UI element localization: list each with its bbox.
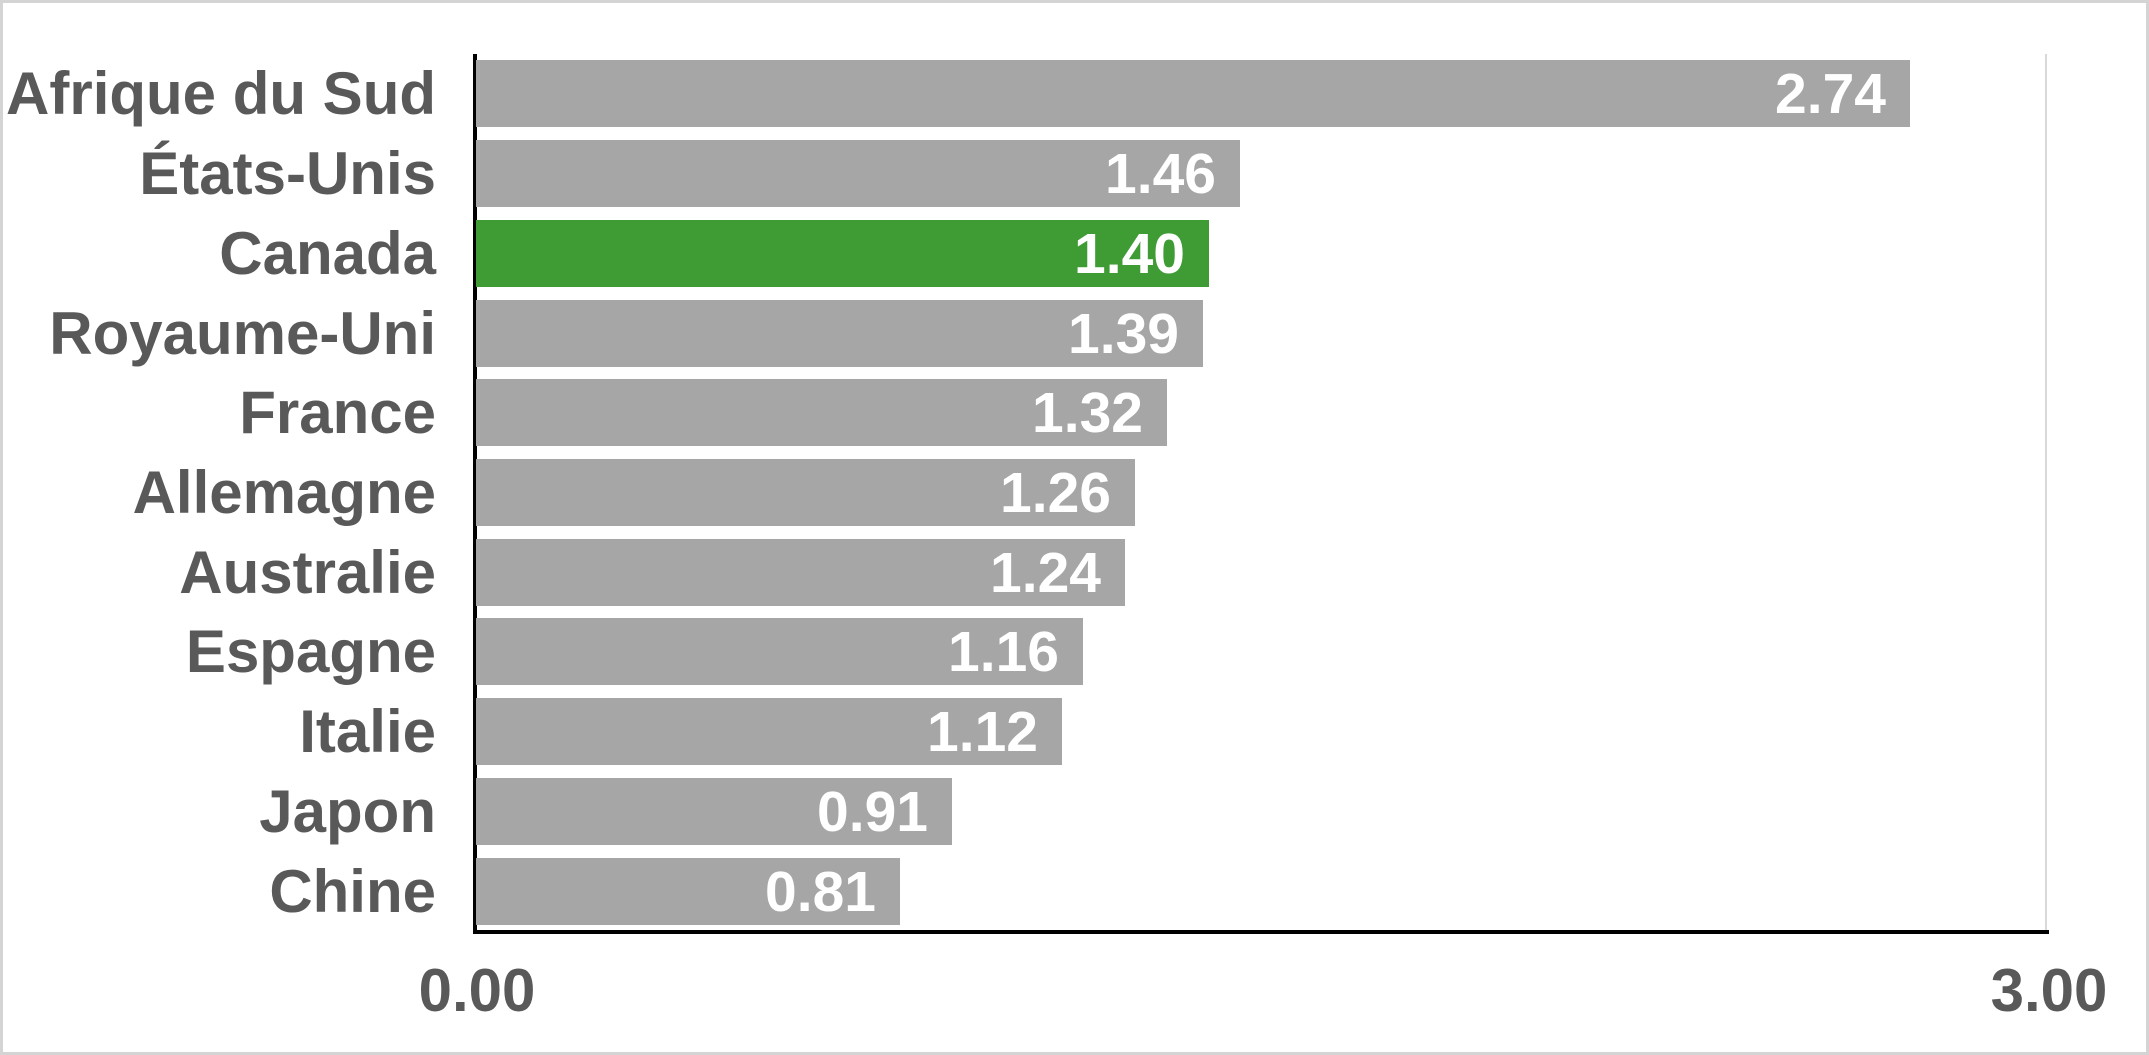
bar-row: Canada 1.40	[3, 219, 2146, 287]
bar: 1.32	[476, 379, 1167, 447]
bar: 1.16	[476, 618, 1083, 686]
category-label: Espagne	[185, 618, 436, 686]
value-label: 1.26	[1000, 461, 1111, 525]
bar: 1.39	[476, 299, 1203, 367]
bar-row: Afrique du Sud 2.74	[3, 60, 2146, 128]
y-axis-line	[473, 54, 477, 932]
value-label: 1.46	[1105, 142, 1216, 207]
category-label: Afrique du Sud	[6, 60, 436, 128]
x-axis-tick-max: 3.00	[1990, 957, 2108, 1024]
value-label: 0.91	[817, 779, 928, 844]
bar: 1.26	[476, 459, 1135, 526]
category-label: Royaume-Uni	[49, 299, 436, 367]
bar-row: Italie 1.12	[3, 698, 2146, 766]
value-label: 1.32	[1032, 381, 1143, 446]
category-label: Canada	[219, 219, 436, 287]
category-label: Chine	[269, 857, 436, 925]
bar: 0.91	[476, 777, 952, 845]
category-label: Allemagne	[132, 459, 436, 526]
bar: 1.12	[476, 698, 1062, 766]
bar-highlighted: 1.40	[476, 219, 1209, 287]
category-label: France	[239, 379, 436, 447]
bar: 0.81	[476, 857, 900, 925]
bar-row: Chine 0.81	[3, 857, 2146, 925]
category-label: Japon	[259, 777, 436, 845]
bar: 2.74	[476, 60, 1910, 128]
gridline-3.00	[2045, 54, 2047, 931]
bar: 1.46	[476, 140, 1240, 208]
bar-row: Espagne 1.16	[3, 618, 2146, 686]
category-label: Italie	[299, 698, 436, 766]
bar-row: Royaume-Uni 1.39	[3, 299, 2146, 367]
bar: 1.24	[476, 538, 1125, 606]
bar-row: France 1.32	[3, 379, 2146, 447]
x-axis-line	[473, 930, 2049, 934]
value-label: 1.16	[948, 620, 1059, 685]
value-label: 1.39	[1068, 301, 1179, 366]
bar-row: Allemagne 1.26	[3, 459, 2146, 526]
bar-row: Australie 1.24	[3, 538, 2146, 606]
category-label: Australie	[179, 538, 436, 606]
value-label: 1.40	[1074, 221, 1185, 286]
value-label: 1.24	[990, 540, 1101, 605]
value-label: 2.74	[1775, 62, 1886, 127]
value-label: 1.12	[927, 700, 1038, 765]
x-axis-tick-min: 0.00	[418, 957, 536, 1024]
bar-row: États-Unis 1.46	[3, 140, 2146, 208]
value-label: 0.81	[765, 859, 876, 924]
category-label: États-Unis	[139, 140, 436, 208]
bar-row: Japon 0.91	[3, 777, 2146, 845]
